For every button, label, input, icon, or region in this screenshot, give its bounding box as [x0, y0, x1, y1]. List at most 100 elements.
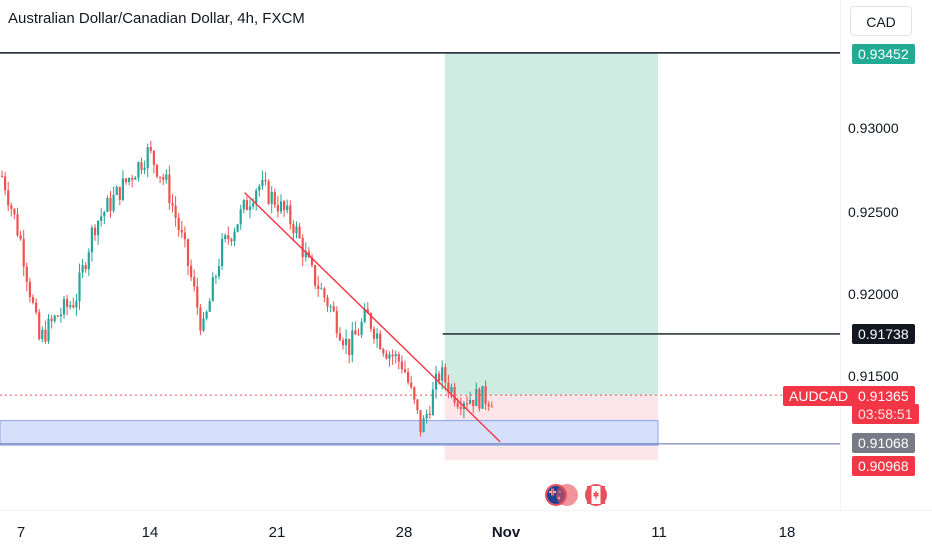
canada-flag-icon[interactable] [585, 484, 607, 506]
candle-body [90, 227, 93, 253]
candle-body [456, 402, 459, 407]
candle-body [314, 265, 317, 286]
candle-body [171, 203, 174, 206]
candle-body [227, 235, 230, 240]
candle-body [413, 387, 416, 400]
chart-title: Australian Dollar/Canadian Dollar, 4h, F… [8, 10, 305, 27]
target-price-tag: 0.93452 [852, 44, 915, 64]
candle-body [264, 179, 267, 182]
candle-body [397, 354, 400, 362]
candle-body [162, 177, 165, 180]
candle-body [233, 231, 236, 242]
candle-body [97, 220, 100, 236]
candle-body [41, 329, 44, 340]
candle-body [59, 314, 62, 317]
time-label: 7 [16, 524, 26, 541]
candle-body [106, 197, 109, 212]
candle-body [372, 328, 376, 339]
candle-body [38, 312, 41, 340]
candle-body [44, 329, 47, 342]
bar-countdown: 03:58:51 [852, 404, 919, 424]
candle-body [56, 315, 59, 317]
candle-body [112, 194, 115, 211]
candle-body [487, 403, 490, 407]
symbol-tag: AUDCAD [783, 386, 855, 406]
candle-body [447, 382, 450, 393]
candle-body [211, 277, 214, 302]
candle-body [84, 265, 87, 270]
candle-body [0, 176, 4, 178]
candle-body [155, 164, 159, 177]
candle-body [286, 205, 289, 211]
candle-body [279, 201, 283, 212]
candle-body [304, 251, 307, 258]
stop-price-tag: 0.90968 [852, 456, 915, 476]
candle-body [295, 226, 298, 234]
candle-body [283, 201, 286, 211]
price-label: 0.93000 [848, 120, 899, 136]
candle-body [326, 297, 329, 307]
candle-body [100, 216, 103, 221]
candle-body [273, 191, 276, 206]
candle-body [270, 191, 273, 204]
trend-line [244, 192, 501, 443]
candle-body [13, 208, 16, 215]
candle-body [388, 354, 391, 359]
candle-body [416, 399, 419, 411]
candle-body [255, 190, 258, 204]
candle-body [292, 224, 295, 234]
candle-body [434, 373, 438, 390]
candle-body [276, 205, 279, 212]
candle-body [267, 181, 270, 204]
candle-body [168, 174, 171, 204]
candle-body [317, 285, 320, 289]
candle-body [490, 406, 493, 408]
candle-body [422, 418, 425, 433]
candle-body [19, 235, 22, 239]
price-axis-divider [840, 0, 841, 510]
candle-body [366, 309, 369, 314]
candle-body [146, 147, 149, 169]
candle-body [199, 307, 202, 331]
time-label: Nov [491, 524, 521, 541]
candle-body [475, 389, 478, 407]
candle-body [394, 354, 397, 357]
candle-body [4, 176, 7, 191]
candle-body [351, 330, 354, 355]
candle-body [245, 200, 248, 211]
target-zone [444, 52, 658, 396]
candle-body [93, 227, 97, 236]
candle-body [214, 276, 217, 278]
candle-body [186, 239, 190, 266]
candle-body [403, 369, 407, 373]
resistance-price-tag: 0.91738 [852, 324, 915, 344]
candle-body [140, 162, 143, 170]
candle-body [391, 354, 394, 357]
candle-body [35, 302, 38, 313]
time-label: 21 [268, 524, 286, 541]
candle-body [10, 205, 13, 209]
candle-body [50, 318, 53, 322]
stacked-event-icon [556, 484, 578, 506]
candle-body [224, 235, 227, 240]
candle-body [345, 338, 348, 346]
candle-body [72, 305, 75, 308]
candle-body [481, 386, 484, 409]
candle-body [177, 217, 180, 230]
candle-body [217, 266, 221, 277]
candle-body [109, 197, 112, 211]
candle-body [7, 190, 10, 206]
candle-body [22, 238, 25, 267]
candle-body [152, 150, 155, 165]
candle-body [469, 399, 472, 404]
candle-body [363, 309, 366, 322]
currency-button[interactable]: CAD [850, 6, 912, 36]
candle-body [16, 214, 19, 236]
candle-body [53, 315, 56, 322]
candle-body [103, 211, 106, 217]
candle-body [354, 330, 357, 335]
candle-body [323, 288, 326, 298]
candle-body [121, 178, 124, 200]
candle-body [357, 334, 360, 336]
